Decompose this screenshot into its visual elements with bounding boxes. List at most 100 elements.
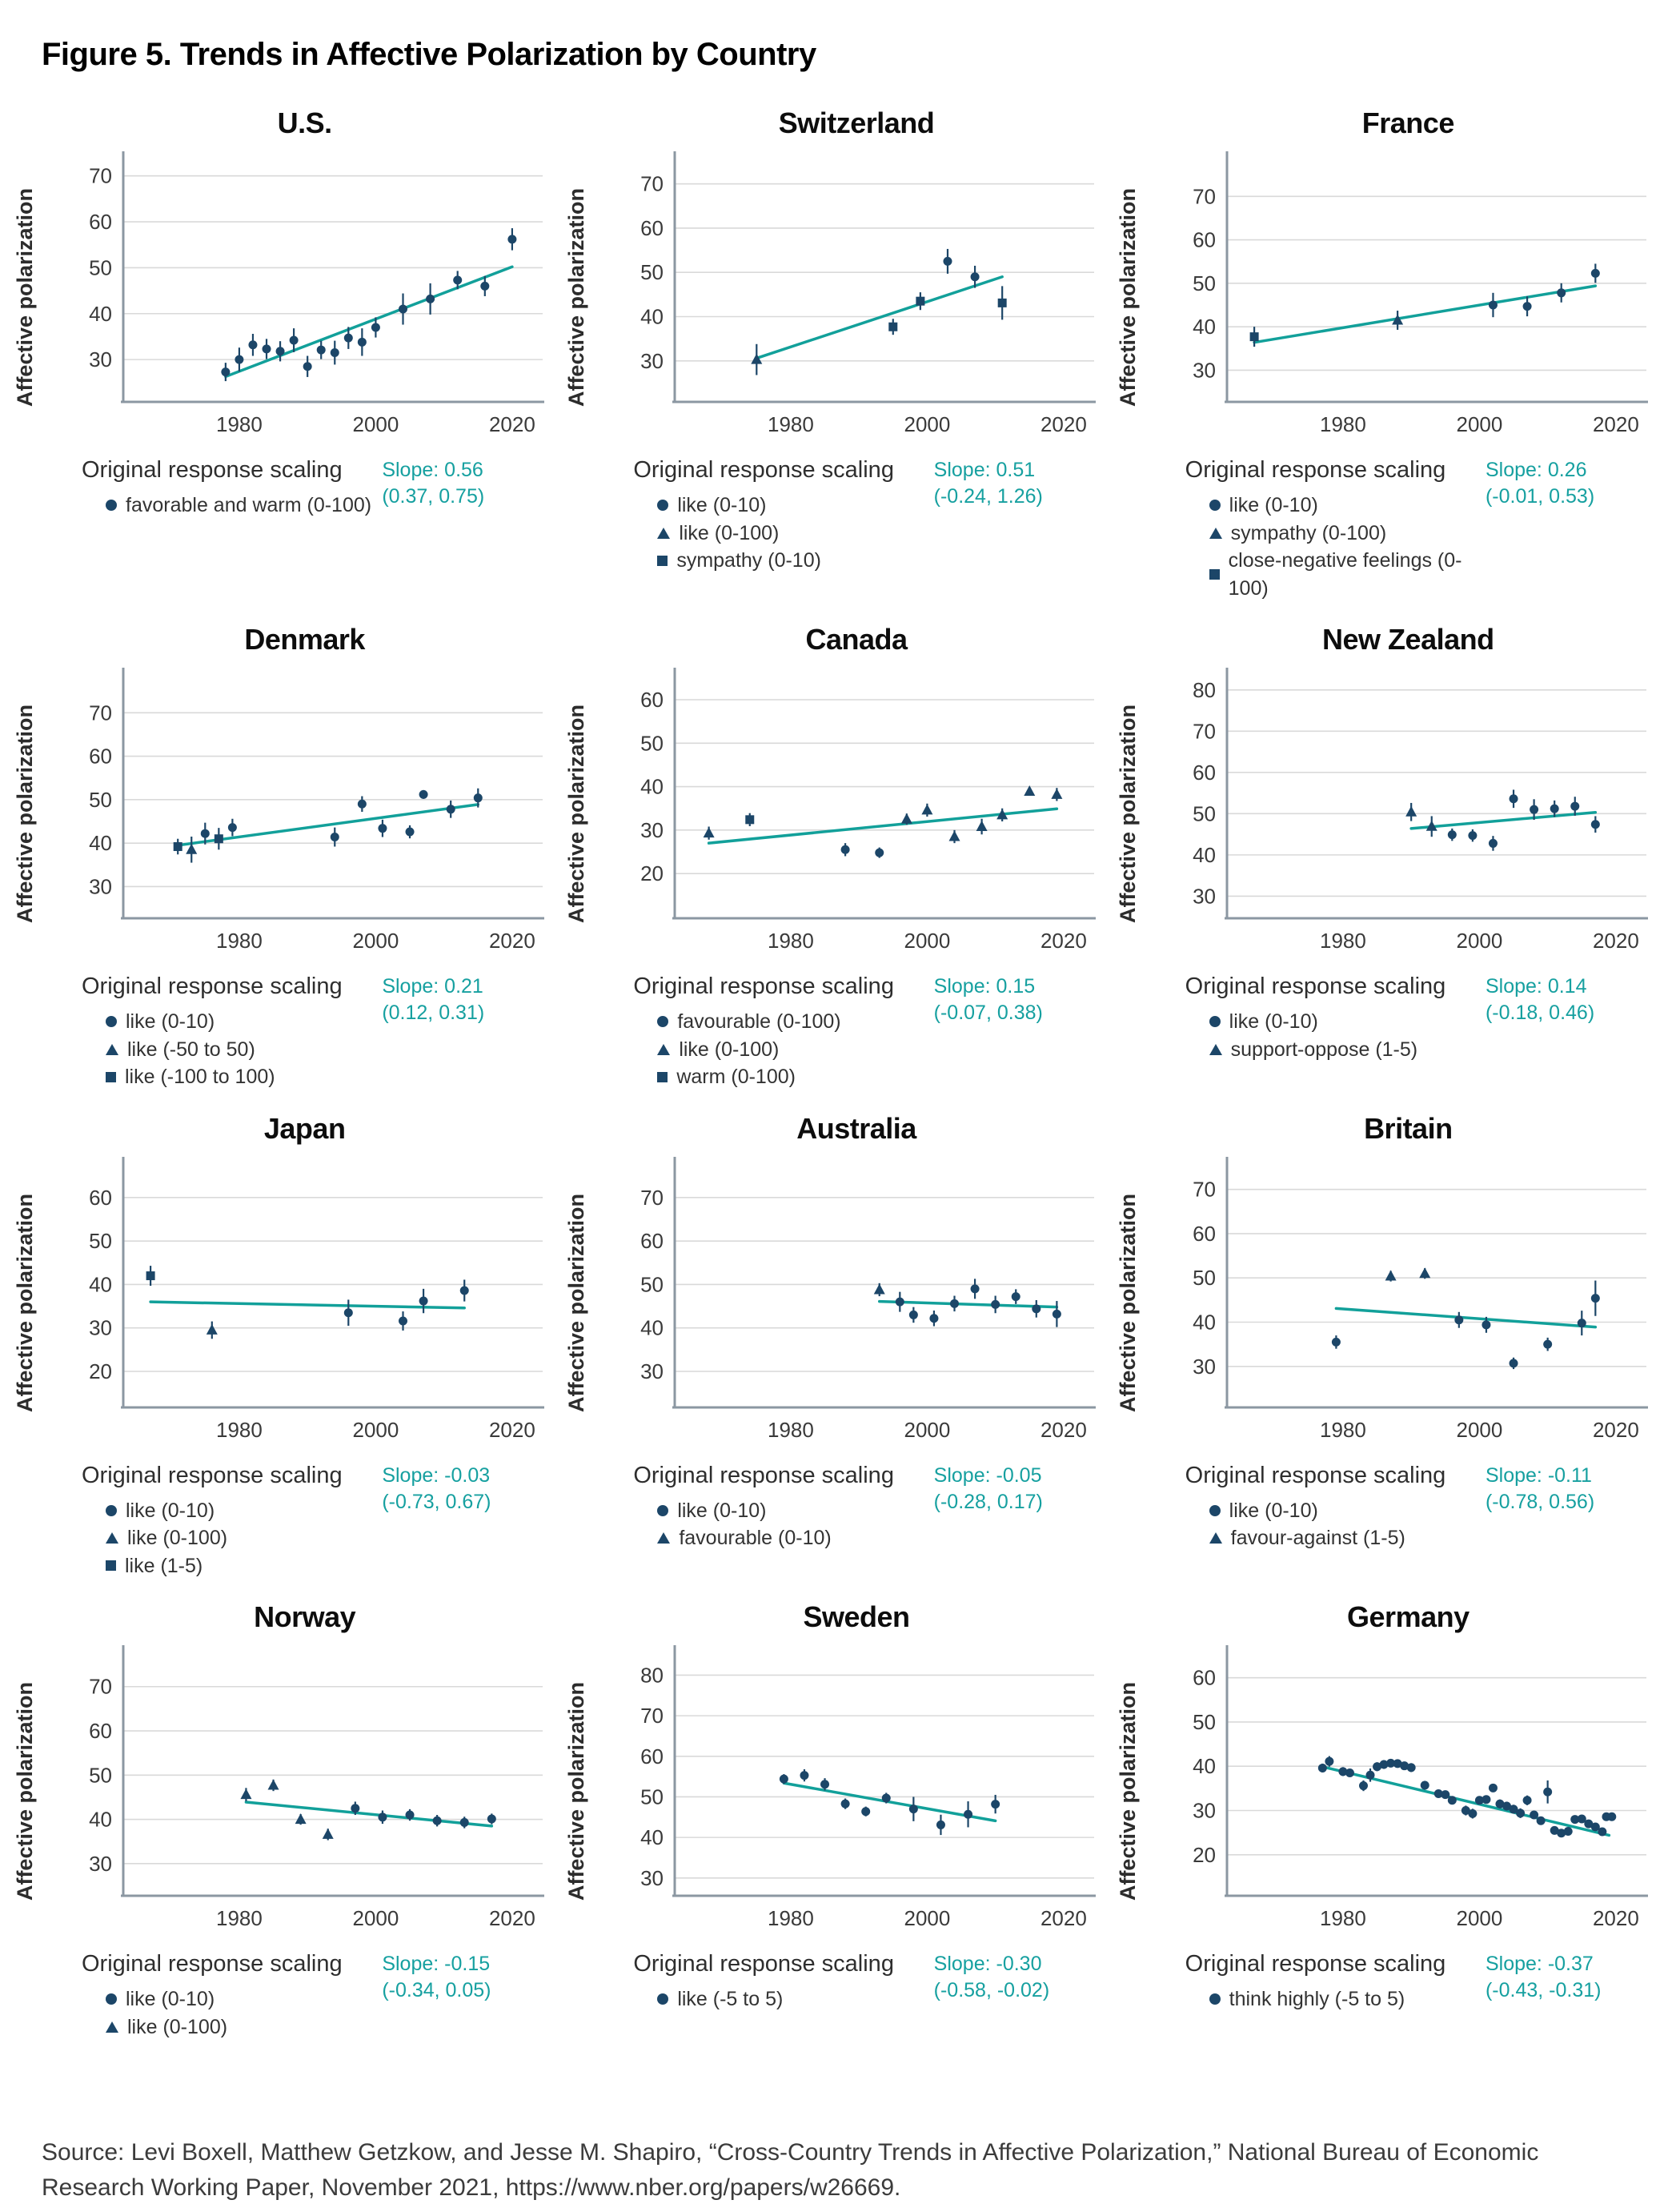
- svg-text:50: 50: [1193, 1266, 1216, 1290]
- chart-area-switzerland: Affective polarization 30 40 50 60 70 1980 2000…: [558, 142, 1109, 454]
- legend-item: favorable and warm (0-100): [106, 492, 382, 520]
- svg-text:40: 40: [1193, 315, 1216, 339]
- slope-value: Slope: -0.37: [1485, 1953, 1594, 1975]
- triangle-marker-icon: [106, 1532, 118, 1544]
- legend-item-label: like (1-5): [125, 1554, 203, 1577]
- slope-annotation: Slope: -0.03 (-0.73, 0.67): [382, 1463, 548, 1515]
- svg-text:20: 20: [640, 861, 664, 885]
- legend-item-label: sympathy (0-100): [1230, 521, 1387, 544]
- svg-text:60: 60: [640, 1744, 664, 1768]
- legend-item-label: favourable (0-10): [679, 1527, 832, 1549]
- svg-text:2020: 2020: [489, 1906, 535, 1930]
- svg-text:2020: 2020: [489, 1418, 535, 1442]
- svg-text:60: 60: [640, 688, 664, 712]
- legend-item: like (1-5): [106, 1552, 382, 1580]
- chart-britain: 30 40 50 60 70 1980 2000 2020: [1193, 1156, 1648, 1442]
- svg-text:40: 40: [640, 775, 664, 799]
- slope-value: Slope: -0.05: [933, 1463, 1042, 1487]
- y-axis-label: Affective polarization: [6, 658, 43, 970]
- chart-canada: 20 30 40 50 60 1980 2000 2020: [640, 668, 1097, 953]
- legend-items: like (0-10) favourable (0-10): [657, 1497, 933, 1552]
- svg-text:2020: 2020: [1040, 929, 1087, 953]
- svg-text:30: 30: [1193, 1799, 1216, 1823]
- svg-text:80: 80: [640, 1663, 664, 1687]
- legend-item: like (0-10): [657, 1497, 933, 1525]
- legend-item: like (0-10): [106, 1008, 382, 1036]
- svg-text:1980: 1980: [216, 929, 263, 953]
- svg-text:1980: 1980: [1320, 929, 1366, 953]
- figure-title: Figure 5. Trends in Affective Polarizati…: [42, 37, 816, 72]
- svg-text:60: 60: [1193, 1221, 1216, 1245]
- chart-area-australia: Affective polarization 30 40 50 60 70 1980 2000…: [558, 1147, 1109, 1459]
- legend-items: favourable (0-100) like (0-100) warm (0-10…: [657, 1008, 933, 1091]
- slope-value: Slope: 0.21: [382, 975, 483, 998]
- svg-text:50: 50: [640, 731, 664, 755]
- chart-japan: 20 30 40 50 60 1980 2000 2020: [89, 1156, 544, 1442]
- svg-text:2000: 2000: [904, 1418, 951, 1442]
- legend-item: like (0-100): [657, 1036, 933, 1064]
- legend-item: like (0-10): [106, 1985, 382, 2013]
- panel-title-britain: Britain: [1364, 1111, 1453, 1145]
- chart-new-zealand: 30 40 50 60 70 80 1980 2000 2020: [1193, 668, 1648, 953]
- slope-ci: (-0.18, 0.46): [1485, 1002, 1595, 1024]
- svg-text:60: 60: [1193, 761, 1216, 785]
- svg-text:70: 70: [1193, 719, 1216, 743]
- svg-text:50: 50: [640, 260, 664, 284]
- panel-germany: Germany Affective polarization 20 30 40 50 60 1…: [1110, 1588, 1662, 2068]
- slope-value: Slope: 0.26: [1485, 459, 1587, 481]
- legend-item: like (-5 to 5): [657, 1985, 933, 2013]
- legend-scaling-block: Original response scaling like (0-10) favo…: [1185, 1463, 1486, 1552]
- legend-britain: Original response scaling like (0-10) favo…: [1110, 1463, 1662, 1552]
- legend-denmark: Original response scaling like (0-10) like…: [6, 974, 558, 1091]
- legend-item-label: favorable and warm (0-100): [126, 494, 372, 516]
- y-axis-label-text: Affective polarization: [1116, 705, 1141, 924]
- legend-item-label: like (-100 to 100): [125, 1066, 275, 1088]
- legend-items: like (0-10) like (0-100) sympathy (0-10): [657, 492, 933, 575]
- svg-text:1980: 1980: [216, 412, 263, 436]
- legend-item: sympathy (0-100): [1209, 520, 1486, 548]
- svg-text:80: 80: [1193, 678, 1216, 702]
- triangle-marker-icon: [1209, 527, 1222, 539]
- chart-area-denmark: Affective polarization 30 40 50 60 70 1980 2000…: [6, 658, 558, 970]
- legend-item-label: like (0-10): [677, 494, 767, 516]
- svg-text:30: 30: [640, 349, 664, 373]
- slope-ci: (-0.01, 0.53): [1485, 485, 1595, 508]
- chart-switzerland: 30 40 50 60 70 1980 2000 2020: [640, 151, 1097, 436]
- svg-text:50: 50: [640, 1784, 664, 1809]
- legend-item-label: like (0-10): [126, 1499, 215, 1522]
- svg-text:1980: 1980: [768, 412, 814, 436]
- legend-title: Original response scaling: [633, 1462, 894, 1488]
- legend-item-label: like (-5 to 5): [677, 1988, 784, 2010]
- svg-text:40: 40: [1193, 843, 1216, 867]
- circle-marker-icon: [1209, 1016, 1221, 1028]
- legend-item-label: like (0-100): [127, 2015, 228, 2038]
- slope-value: Slope: 0.15: [933, 975, 1036, 998]
- legend-item: think highly (-5 to 5): [1209, 1985, 1486, 2013]
- svg-text:2000: 2000: [904, 1906, 951, 1930]
- figure-header: Figure 5. Trends in Affective Polarizati…: [0, 0, 1668, 73]
- circle-marker-icon: [1209, 1504, 1221, 1516]
- panel-title-germany: Germany: [1347, 1600, 1470, 1633]
- legend-scaling-block: Original response scaling like (0-10) like…: [82, 1463, 382, 1580]
- legend-scaling-block: Original response scaling think highly (-…: [1185, 1951, 1486, 2013]
- svg-text:70: 70: [89, 701, 112, 725]
- slope-ci: (-0.73, 0.67): [382, 1490, 491, 1513]
- svg-text:50: 50: [89, 1229, 112, 1253]
- legend-items: like (0-10) like (0-100) like (1-5): [106, 1497, 382, 1580]
- triangle-marker-icon: [657, 527, 671, 539]
- slope-annotation: Slope: -0.11 (-0.78, 0.56): [1486, 1463, 1652, 1515]
- legend-scaling-block: Original response scaling like (0-10) symp…: [1185, 457, 1486, 602]
- svg-text:2000: 2000: [1456, 1906, 1502, 1930]
- svg-text:70: 70: [640, 172, 664, 196]
- svg-text:50: 50: [89, 1763, 112, 1787]
- circle-marker-icon: [1209, 500, 1221, 512]
- svg-text:1980: 1980: [768, 1418, 814, 1442]
- panel-title-sweden: Sweden: [803, 1600, 910, 1633]
- svg-text:60: 60: [89, 1719, 112, 1743]
- svg-text:2000: 2000: [904, 412, 951, 436]
- y-axis-label-text: Affective polarization: [563, 1193, 588, 1413]
- panel-switzerland: Switzerland Affective polarization 30 40 50 6…: [558, 94, 1109, 602]
- legend-item-label: think highly (-5 to 5): [1229, 1988, 1405, 2010]
- legend-item-label: like (0-100): [679, 1038, 780, 1061]
- svg-text:1980: 1980: [1320, 412, 1366, 436]
